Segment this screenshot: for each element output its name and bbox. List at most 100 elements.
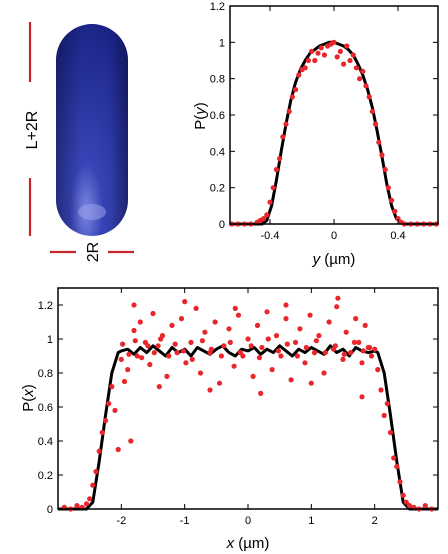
px-data-point bbox=[189, 356, 195, 362]
py-data-point bbox=[344, 43, 350, 49]
py-data-point bbox=[331, 39, 337, 45]
px-data-point bbox=[297, 326, 303, 332]
px-data-point bbox=[232, 305, 238, 311]
px-data-point bbox=[126, 351, 132, 357]
px-y-tick-label: 0.2 bbox=[38, 470, 53, 482]
px-data-point bbox=[375, 367, 381, 373]
px-data-point bbox=[212, 319, 218, 325]
px-data-point bbox=[250, 373, 256, 379]
px-data-point bbox=[362, 322, 368, 328]
py-data-point bbox=[289, 94, 295, 100]
px-data-point bbox=[359, 394, 365, 400]
px-data-point bbox=[275, 348, 281, 354]
py-x-tick-label: 0 bbox=[331, 230, 337, 242]
px-data-point bbox=[112, 407, 118, 413]
px-data-point bbox=[283, 316, 289, 322]
py-data-point bbox=[382, 166, 388, 173]
rod-highlight bbox=[78, 204, 106, 220]
px-data-point bbox=[367, 344, 373, 351]
px-data-point bbox=[278, 353, 284, 359]
px-data-point bbox=[391, 455, 397, 461]
px-y-tick-label: 1.2 bbox=[38, 300, 53, 312]
py-data-point bbox=[264, 212, 270, 218]
px-plot-frame bbox=[57, 287, 439, 510]
py-data-point bbox=[315, 50, 321, 56]
py-data-point bbox=[277, 156, 283, 162]
px-data-point bbox=[216, 380, 223, 386]
px-data-point bbox=[303, 344, 309, 351]
py-data-point bbox=[305, 57, 311, 64]
py-theory-curve bbox=[230, 40, 438, 226]
py-data-point bbox=[312, 57, 318, 64]
px-data-point bbox=[83, 501, 90, 507]
py-data-point bbox=[334, 54, 340, 60]
px-data-point bbox=[356, 339, 362, 345]
px-x-tick-label: -1 bbox=[180, 515, 190, 527]
px-data-point bbox=[343, 329, 349, 335]
px-data-point bbox=[147, 361, 153, 368]
py-data-point bbox=[341, 61, 347, 67]
rod-schematic: L+2R 2R bbox=[24, 22, 134, 262]
px-data-point bbox=[341, 351, 347, 357]
py-y-tick-label: 1 bbox=[219, 37, 225, 49]
px-data-point bbox=[258, 390, 264, 396]
px-data-point bbox=[87, 496, 93, 502]
px-data-point bbox=[322, 350, 328, 356]
px-data-point bbox=[208, 346, 214, 352]
px-data-point bbox=[326, 319, 332, 325]
px-data-point bbox=[292, 339, 299, 345]
px-y-axis-label: P(x) bbox=[20, 384, 37, 412]
px-data-point bbox=[145, 343, 151, 349]
px-theory-curve bbox=[58, 344, 438, 511]
px-x-ticks: -2 -1 0 1 2 bbox=[116, 288, 378, 527]
px-data-point bbox=[273, 333, 280, 339]
px-x-tick-label: -2 bbox=[116, 515, 126, 527]
px-data-point bbox=[316, 333, 322, 339]
py-data-point bbox=[347, 57, 353, 64]
px-data-point bbox=[131, 327, 137, 334]
px-data-point bbox=[321, 370, 327, 376]
py-data-point bbox=[373, 121, 379, 127]
px-data-point bbox=[155, 343, 161, 349]
px-data-point bbox=[294, 353, 300, 359]
px-chart: -2 -1 0 1 2 0 0.2 0.4 0.6 0.8 1 1.2 x (µm) P(x) bbox=[20, 287, 439, 552]
px-data-point bbox=[403, 499, 409, 505]
px-data-point bbox=[265, 336, 271, 342]
diameter-label: 2R bbox=[85, 242, 102, 262]
px-data-point bbox=[74, 503, 80, 509]
px-data-point bbox=[125, 367, 131, 373]
px-data-points-group bbox=[61, 295, 435, 512]
py-y-axis-label: P(y) bbox=[192, 102, 209, 130]
py-x-axis-label: y (µm) bbox=[312, 251, 356, 268]
px-data-point bbox=[288, 377, 294, 383]
px-data-point bbox=[109, 384, 115, 390]
px-data-point bbox=[156, 384, 162, 390]
px-data-point bbox=[188, 339, 194, 345]
px-data-point bbox=[406, 503, 413, 509]
px-data-point bbox=[353, 316, 359, 322]
py-x-tick-label: -0.4 bbox=[261, 230, 280, 242]
px-data-point bbox=[221, 343, 227, 349]
py-y-tick-label: 0.4 bbox=[210, 146, 225, 158]
px-y-tick-label: 0.6 bbox=[38, 402, 53, 414]
px-data-point bbox=[197, 370, 204, 376]
py-data-point bbox=[337, 48, 343, 55]
py-data-point bbox=[389, 197, 395, 203]
px-x-tick-label: 1 bbox=[308, 515, 314, 527]
px-data-point bbox=[400, 492, 406, 498]
py-data-point bbox=[302, 65, 308, 71]
px-data-point bbox=[372, 346, 378, 352]
py-data-point bbox=[321, 52, 327, 58]
px-theory-curve-group bbox=[58, 344, 438, 511]
py-y-tick-label: 0.6 bbox=[210, 110, 225, 122]
px-data-point bbox=[120, 341, 126, 347]
py-data-point bbox=[261, 216, 267, 222]
px-data-point bbox=[169, 322, 175, 328]
py-data-point bbox=[293, 87, 299, 93]
px-data-point bbox=[283, 302, 289, 308]
py-data-point bbox=[350, 52, 356, 58]
px-data-point bbox=[348, 350, 354, 356]
px-data-point bbox=[218, 353, 224, 359]
px-data-point bbox=[150, 310, 156, 317]
